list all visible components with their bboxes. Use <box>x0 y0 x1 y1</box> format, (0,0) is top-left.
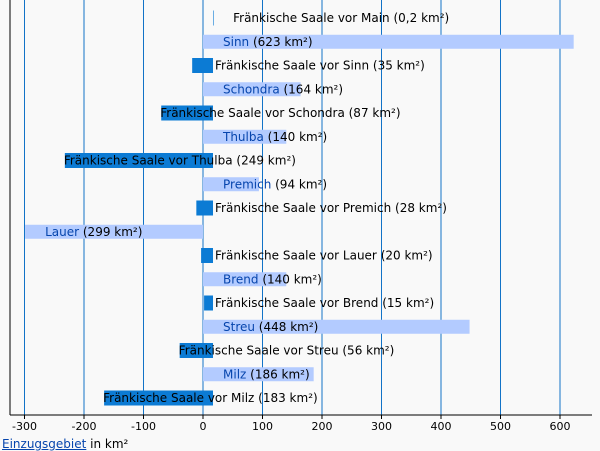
catchment-area: (35 km²) <box>369 59 425 73</box>
main-river-label: Fränkische Saale vor Streu (56 km²) <box>179 344 395 358</box>
river-name: Fränkische Saale vor Streu <box>179 344 339 358</box>
main-river-bar <box>204 295 213 311</box>
river-name: Fränkische Saale vor Schondra <box>160 106 345 120</box>
main-river-bar <box>201 248 213 263</box>
river-name-link[interactable]: Streu <box>223 320 255 334</box>
tributary-label: Milz (186 km²) <box>223 367 310 381</box>
main-river-label: Fränkische Saale vor Brend (15 km²) <box>215 296 434 310</box>
catchment-area: (56 km²) <box>339 344 395 358</box>
tick-label: -100 <box>131 420 156 433</box>
tributary-bar <box>203 367 314 382</box>
tick-label: 200 <box>312 420 333 433</box>
tick-label: 500 <box>490 420 511 433</box>
catchment-area: (183 km²) <box>254 391 317 405</box>
river-name: Fränkische Saale vor Lauer <box>215 249 377 263</box>
catchment-area: (87 km²) <box>345 106 401 120</box>
main-river-label: Fränkische Saale vor Thulba (249 km²) <box>64 154 296 168</box>
river-name: Fränkische Saale vor Milz <box>103 391 254 405</box>
main-river-label: Fränkische Saale vor Schondra (87 km²) <box>160 106 400 120</box>
tributary-bar <box>203 129 287 144</box>
main-river-bar <box>196 200 213 216</box>
river-name-link[interactable]: Sinn <box>223 35 249 49</box>
tick-label: 600 <box>550 420 571 433</box>
river-name: Fränkische Saale vor Thulba <box>64 154 233 168</box>
main-river-bar <box>161 105 213 121</box>
main-river-bar <box>213 10 214 26</box>
main-river-label: Fränkische Saale vor Milz (183 km²) <box>103 391 318 405</box>
main-river-label: Fränkische Saale vor Main (0,2 km²) <box>233 11 449 25</box>
river-name: Fränkische Saale vor Premich <box>215 201 391 215</box>
catchment-area: (164 km²) <box>280 82 343 96</box>
river-name: Fränkische Saale vor Brend <box>215 296 378 310</box>
river-name-link[interactable]: Lauer <box>45 225 79 239</box>
catchment-area: (15 km²) <box>378 296 434 310</box>
tributary-label: Sinn (623 km²) <box>223 35 313 49</box>
tributary-bar <box>25 224 203 239</box>
main-river-bar <box>104 390 213 406</box>
bars <box>25 10 574 406</box>
river-name-link[interactable]: Schondra <box>223 82 280 96</box>
tick-label: -200 <box>72 420 97 433</box>
main-river-bar <box>192 58 213 73</box>
tributary-label: Lauer (299 km²) <box>45 225 142 239</box>
tick-label: 300 <box>371 420 392 433</box>
tributary-label: Brend (140 km²) <box>223 272 322 286</box>
x-axis-caption: Einzugsgebiet in km² <box>2 437 128 451</box>
tick-label: 400 <box>431 420 452 433</box>
river-name-link[interactable]: Thulba <box>222 130 264 144</box>
tributary-label: Thulba (140 km²) <box>222 130 327 144</box>
river-name-link[interactable]: Premich <box>223 177 271 191</box>
tributary-label: Premich (94 km²) <box>223 177 327 191</box>
tributary-label: Schondra (164 km²) <box>223 82 343 96</box>
catchment-area: (299 km²) <box>79 225 142 239</box>
catchment-area: (140 km²) <box>264 130 327 144</box>
catchment-area: (186 km²) <box>246 367 309 381</box>
river-name: Fränkische Saale vor Sinn <box>215 59 369 73</box>
main-river-label: Fränkische Saale vor Sinn (35 km²) <box>215 59 425 73</box>
bar-labels: Fränkische Saale vor Main (0,2 km²) Sinn … <box>45 11 449 405</box>
main-river-label: Fränkische Saale vor Lauer (20 km²) <box>215 249 433 263</box>
tick-label: 0 <box>200 420 207 433</box>
catchment-area: (0,2 km²) <box>390 11 450 25</box>
tributary-bar <box>203 319 470 334</box>
main-river-bar <box>64 153 213 168</box>
x-axis-ticks: -300 -200 -100 0 100 200 300 400 500 600 <box>12 415 571 433</box>
catchment-area: (623 km²) <box>249 35 312 49</box>
river-name-link[interactable]: Milz <box>223 367 246 381</box>
tributary-bar <box>203 177 259 192</box>
catchment-area: (140 km²) <box>259 272 322 286</box>
tributary-bar <box>203 272 287 287</box>
einzugsgebiet-link[interactable]: Einzugsgebiet <box>2 437 87 451</box>
river-name: Fränkische Saale vor Main <box>233 11 390 25</box>
catchment-area: (94 km²) <box>271 177 327 191</box>
tributary-label: Streu (448 km²) <box>223 320 318 334</box>
tick-label: 100 <box>252 420 273 433</box>
x-axis-unit: in km² <box>86 437 129 451</box>
tributary-bar <box>203 34 574 49</box>
catchment-area: (28 km²) <box>391 201 447 215</box>
catchment-area: (448 km²) <box>255 320 318 334</box>
catchment-area: (20 km²) <box>377 249 433 263</box>
main-river-bar <box>179 343 213 358</box>
main-river-label: Fränkische Saale vor Premich (28 km²) <box>215 201 447 215</box>
river-name-link[interactable]: Brend <box>223 272 259 286</box>
tick-label: -300 <box>12 420 37 433</box>
catchment-area: (249 km²) <box>233 154 296 168</box>
tributary-bar <box>203 82 301 97</box>
